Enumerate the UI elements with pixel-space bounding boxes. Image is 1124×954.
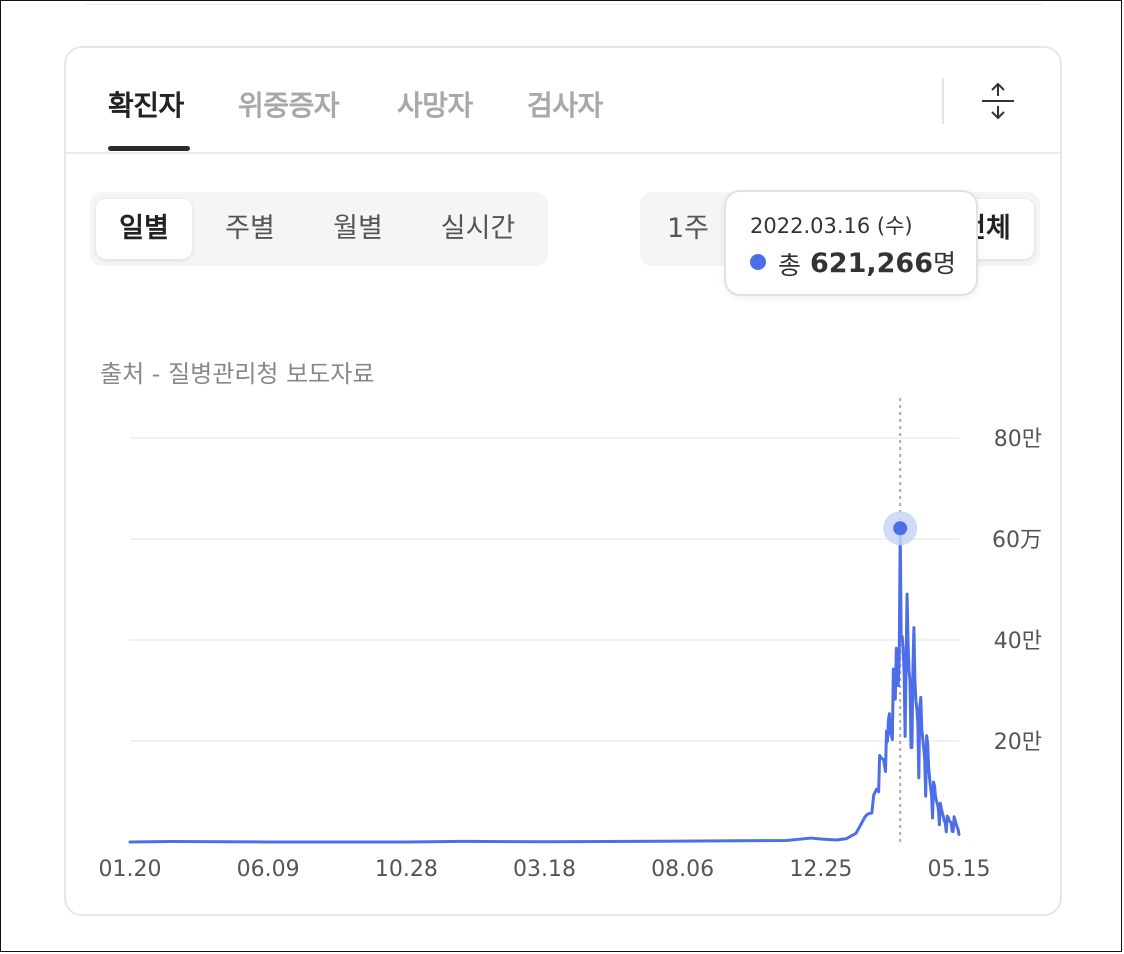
x-tick-label: 03.18 (513, 857, 576, 882)
x-tick-label: 06.09 (237, 857, 300, 882)
covid-stats-card: 확진자 위중증자 사망자 검사자 일별 주별 월별 실시간 1주 1달 3달 (64, 46, 1062, 916)
x-tick-label: 05.15 (928, 857, 991, 882)
y-tick-label: 60万 (992, 528, 1042, 553)
y-tick-label: 20만 (994, 730, 1042, 755)
sort-arrows-icon[interactable] (976, 81, 1020, 121)
x-tick-label: 12.25 (789, 857, 852, 882)
tooltip-number: 621,266 (810, 248, 933, 279)
tab-tested[interactable]: 검사자 (527, 89, 603, 122)
highlight-point (893, 521, 908, 536)
tooltip-unit: 명 (932, 249, 956, 278)
tooltip-prefix: 총 (778, 251, 802, 280)
y-tick-label: 40만 (994, 629, 1042, 654)
period-realtime-button[interactable]: 실시간 (440, 213, 516, 244)
source-note: 출처 - 질병관리청 보도자료 (100, 360, 375, 388)
tooltip-date: 2022.03.16 (수) (750, 214, 913, 238)
range-1week-button[interactable]: 1주 (666, 213, 710, 244)
top-divider (86, 4, 1042, 5)
x-tick-label: 10.28 (375, 857, 438, 882)
daily-confirmed-chart: 20만 40만 60万 80만 01.20 06.09 10.28 03.18 08.06 12.… (99, 398, 1042, 882)
x-tick-label: 01.20 (99, 857, 162, 882)
series-line (128, 526, 961, 844)
tab-confirmed[interactable]: 확진자 (108, 89, 184, 122)
period-selector: 일별 주별 월별 실시간 (90, 192, 548, 266)
period-daily-button[interactable]: 일별 (96, 199, 192, 259)
tab-divider (942, 78, 944, 124)
chart-tooltip: 2022.03.16 (수) 총 621,266명 (724, 190, 978, 296)
x-tick-label: 08.06 (651, 857, 714, 882)
tab-critical[interactable]: 위중증자 (238, 89, 340, 122)
category-tabs: 확진자 위중증자 사망자 검사자 (66, 48, 1060, 154)
tab-deaths[interactable]: 사망자 (397, 89, 473, 122)
tooltip-value: 621,266명 (810, 244, 956, 280)
period-monthly-button[interactable]: 월별 (333, 213, 383, 244)
active-tab-indicator (108, 146, 190, 151)
period-weekly-button[interactable]: 주별 (225, 213, 275, 244)
series-dot-icon (750, 254, 766, 270)
y-tick-label: 80만 (994, 427, 1042, 452)
